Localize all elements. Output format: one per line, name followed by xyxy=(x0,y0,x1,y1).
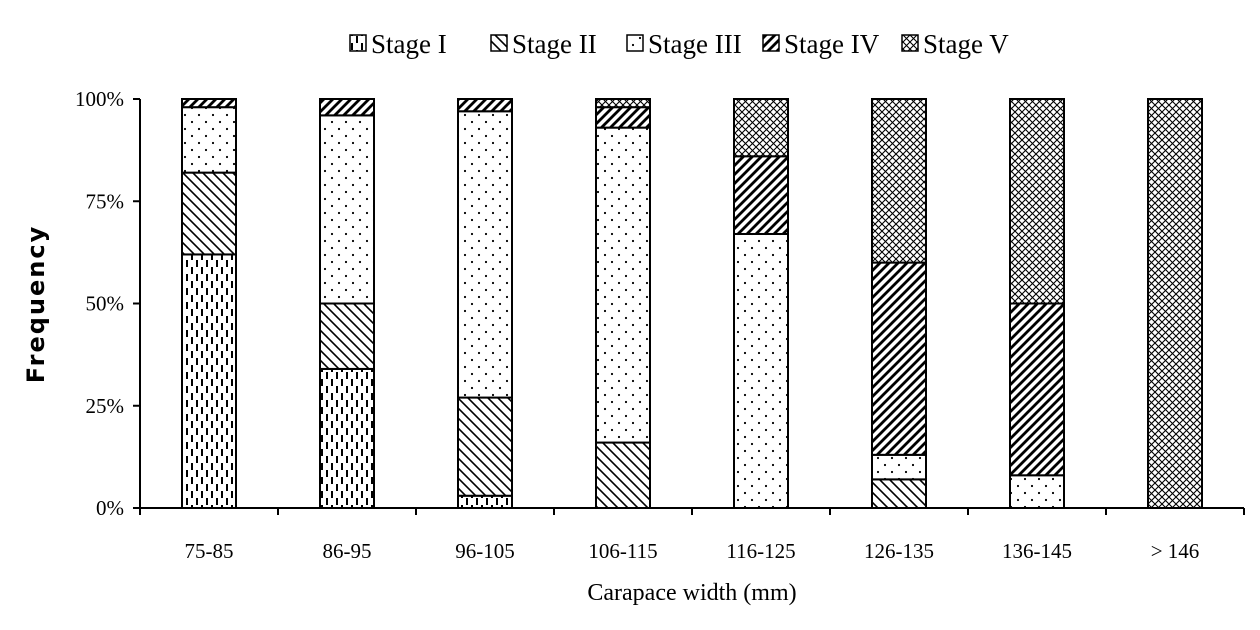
bar-segment-stage-5-4 xyxy=(733,98,789,158)
bar-segment-stage-3-1 xyxy=(319,114,375,305)
legend-item-stage-2: Stage II xyxy=(490,29,597,59)
bar-segment-stage-5-7 xyxy=(1147,98,1203,509)
bar-segment-stage-4-0 xyxy=(181,98,237,109)
bar-segment-stage-3-5 xyxy=(871,453,927,481)
legend-swatch-stage-3 xyxy=(626,34,644,52)
bar-segment-stage-2-1 xyxy=(319,302,375,370)
bar-segment-stage-1-2 xyxy=(457,494,513,510)
legend-label-stage-5: Stage V xyxy=(923,29,1009,59)
legend-item-stage-3: Stage III xyxy=(626,29,742,59)
y-tick-label: 100% xyxy=(75,87,124,111)
legend-swatch-stage-2 xyxy=(490,34,508,52)
x-tick-label: 136-145 xyxy=(1002,539,1072,563)
x-tick-label: 116-125 xyxy=(726,539,795,563)
legend-item-stage-1: Stage I xyxy=(349,29,447,59)
bar-segment-stage-3-4 xyxy=(733,232,789,509)
legend: Stage I Stage II Stage III Stage IV Stag… xyxy=(349,29,1009,59)
legend-swatch-stage-1 xyxy=(349,34,367,52)
bar-segment-stage-1-0 xyxy=(181,253,237,509)
y-tick-label: 0% xyxy=(96,496,124,520)
x-tick-label: > 146 xyxy=(1151,539,1200,563)
bar-segment-stage-4-2 xyxy=(457,98,513,113)
bar-segment-stage-4-5 xyxy=(871,261,927,456)
y-tick-label: 50% xyxy=(86,292,125,316)
bar-segment-stage-5-6 xyxy=(1009,98,1065,305)
bar-segment-stage-2-3 xyxy=(595,441,651,509)
legend-swatch-stage-5 xyxy=(901,34,919,52)
bar-segment-stage-5-5 xyxy=(871,98,927,264)
axes: 0% 25% 50% 75% 100% 75-85 86-95 96-105 106-115 11… xyxy=(75,87,1245,563)
bar-segment-stage-3-3 xyxy=(595,126,651,444)
bar-segment-stage-4-3 xyxy=(595,106,651,129)
legend-item-stage-4: Stage IV xyxy=(762,29,880,59)
x-tick-label: 86-95 xyxy=(323,539,372,563)
legend-label-stage-1: Stage I xyxy=(371,29,447,59)
bar-segment-stage-3-6 xyxy=(1009,474,1065,509)
bar-segment-stage-4-6 xyxy=(1009,302,1065,477)
bar-segment-stage-4-4 xyxy=(733,155,789,235)
legend-label-stage-4: Stage IV xyxy=(784,29,880,59)
x-axis-title: Carapace width (mm) xyxy=(587,580,796,606)
legend-swatch-stage-4 xyxy=(762,34,780,52)
y-axis-title: Frequency xyxy=(22,225,50,383)
bar-segment-stage-3-0 xyxy=(181,106,237,174)
legend-label-stage-2: Stage II xyxy=(512,29,597,59)
bar-segment-stage-2-5 xyxy=(871,478,927,509)
bar-segment-stage-2-2 xyxy=(457,396,513,497)
legend-item-stage-5: Stage V xyxy=(901,29,1009,59)
bar-segment-stage-2-0 xyxy=(181,171,237,256)
x-tick-label: 106-115 xyxy=(588,539,657,563)
bar-segment-stage-4-1 xyxy=(319,98,375,117)
x-tick-label: 96-105 xyxy=(455,539,515,563)
bar-segment-stage-5-3 xyxy=(595,98,651,109)
legend-label-stage-3: Stage III xyxy=(648,29,742,59)
y-tick-label: 75% xyxy=(86,189,125,213)
bar-segment-stage-1-1 xyxy=(319,367,375,509)
bars xyxy=(181,98,1203,510)
x-tick-label: 126-135 xyxy=(864,539,934,563)
y-tick-label: 25% xyxy=(86,394,125,418)
x-tick-label: 75-85 xyxy=(185,539,234,563)
bar-segment-stage-3-2 xyxy=(457,110,513,399)
